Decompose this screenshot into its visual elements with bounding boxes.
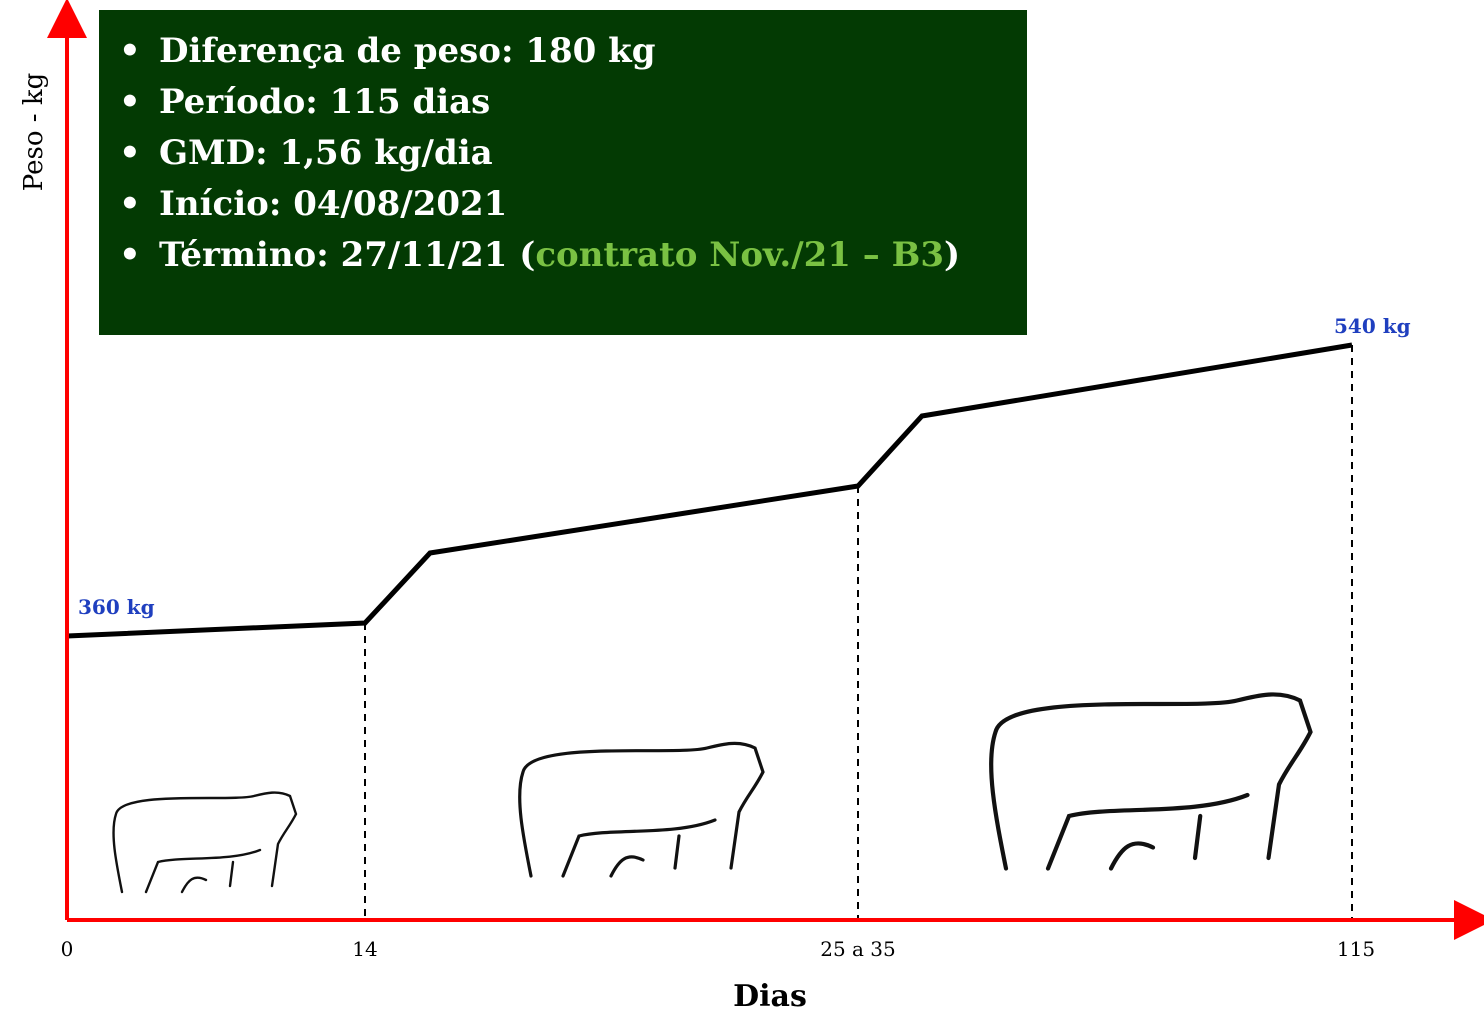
cattle — [112, 692, 1313, 894]
start-label: 360 kg — [78, 595, 155, 619]
weight-line — [66, 342, 1353, 639]
info-item: Período: 115 dias — [119, 77, 967, 128]
x-tick-label: 115 — [1337, 937, 1375, 961]
end-label: 540 kg — [1334, 314, 1411, 338]
y-axis-title: Peso - kg — [19, 73, 49, 191]
x-tick-label: 14 — [352, 937, 377, 961]
info-text: Término: 27/11/21 ( — [159, 235, 536, 275]
info-item: GMD: 1,56 kg/dia — [119, 128, 967, 179]
info-highlight: contrato Nov./21 – B3 — [535, 235, 945, 275]
x-tick-label: 0 — [61, 937, 74, 961]
info-text: ) — [944, 235, 961, 275]
guides — [66, 345, 1353, 920]
info-item: Início: 04/08/2021 — [119, 179, 967, 230]
info-item: Término: 27/11/21 (contrato Nov./21 – B3… — [119, 230, 967, 281]
info-box: Diferença de peso: 180 kg Período: 115 d… — [99, 10, 1027, 335]
info-item: Diferença de peso: 180 kg — [119, 26, 967, 77]
x-axis-title: Dias — [733, 979, 807, 1013]
x-tick-label: 25 a 35 — [820, 937, 896, 961]
info-list: Diferença de peso: 180 kg Período: 115 d… — [119, 26, 967, 281]
